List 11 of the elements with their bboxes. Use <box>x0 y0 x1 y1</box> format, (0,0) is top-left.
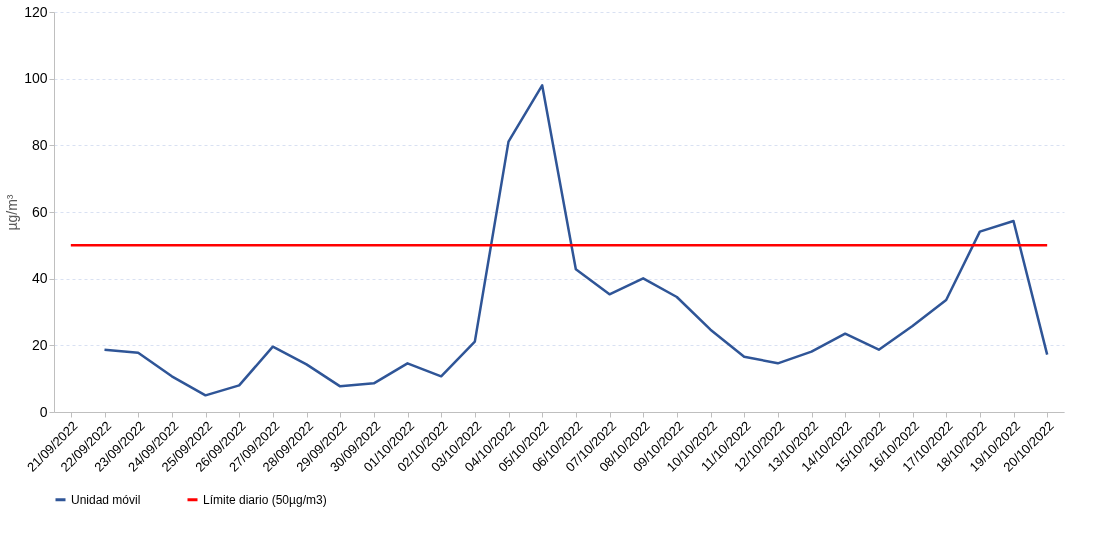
legend-label: Límite diario (50µg/m3) <box>203 492 327 507</box>
y-tick-label: 20 <box>31 336 48 353</box>
y-axis-title: µg/m³ <box>4 194 21 231</box>
line-series <box>103 84 1049 397</box>
y-tick-label: 0 <box>39 403 48 420</box>
y-tick-label: 100 <box>24 70 48 87</box>
y-tick-label: 120 <box>24 3 48 20</box>
y-tick-label: 60 <box>31 203 48 220</box>
y-tick-label: 80 <box>31 136 48 153</box>
y-tick-label: 40 <box>31 270 48 287</box>
legend-label: Unidad móvil <box>71 492 141 507</box>
